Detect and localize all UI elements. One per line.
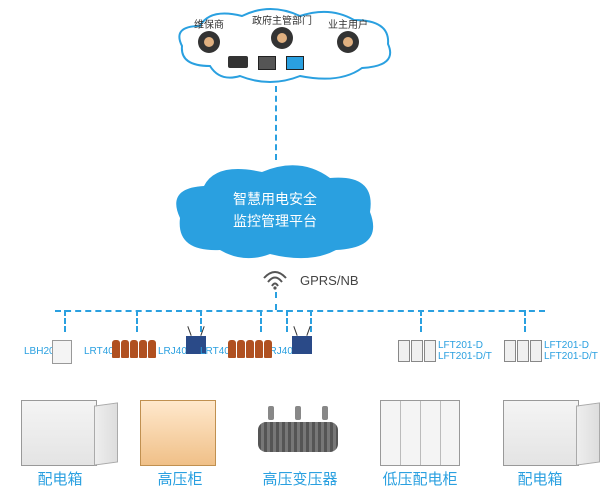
bus-drop <box>310 310 312 332</box>
lv-cabinet-caption: 低压配电柜 <box>370 468 470 489</box>
LRT401-icon <box>112 340 157 358</box>
bus-drop <box>260 310 262 332</box>
LFT201-D-icon <box>398 340 437 362</box>
lv-cabinet-body <box>380 400 460 466</box>
role-label: 维保商 <box>194 16 224 31</box>
distribution-box-1-caption: 配电箱 <box>10 468 110 489</box>
case-icon <box>258 56 276 70</box>
hv-cabinet <box>140 400 216 466</box>
link-top-to-cloud <box>275 86 277 160</box>
LRJ401-icon <box>292 336 312 354</box>
hv-transformer-body <box>258 404 338 466</box>
distribution-box-1 <box>21 400 97 466</box>
hv-transformer-caption: 高压变压器 <box>250 468 350 489</box>
platform-cloud-text: 智慧用电安全 监控管理平台 <box>170 188 380 232</box>
LFT201-D-icon <box>504 340 543 362</box>
hv-transformer <box>258 404 338 466</box>
bus-drop <box>420 310 422 332</box>
distribution-box-2-body <box>503 400 579 466</box>
bus-drop <box>286 310 288 332</box>
laptop-icon <box>228 56 248 68</box>
link-protocol-label: GPRS/NB <box>300 273 359 288</box>
role-government: 政府主管部门 <box>252 12 312 51</box>
device-bus <box>55 310 545 312</box>
bus-drop <box>136 310 138 332</box>
sensor-label: LFT201-DLFT201-D/T <box>438 340 492 362</box>
monitor-icon <box>286 56 304 70</box>
role-owner: 业主用户 <box>328 16 368 55</box>
distribution-box-2 <box>503 400 579 466</box>
bus-drop <box>524 310 526 332</box>
bus-drop <box>64 310 66 332</box>
lv-cabinet <box>380 400 460 466</box>
distribution-box-1-body <box>21 400 97 466</box>
stakeholder-cloud: 维保商 政府主管部门 业主用户 <box>170 6 400 86</box>
wireless-icon <box>262 270 288 290</box>
top-device-row <box>228 56 304 70</box>
role-label: 政府主管部门 <box>252 12 312 27</box>
owner-icon <box>337 31 359 53</box>
role-label: 业主用户 <box>328 16 368 31</box>
sensor-row: LBH201LRT401LRJ401LRJ401LRT401LFT201-DLF… <box>0 330 600 378</box>
LBH201-icon <box>52 340 72 364</box>
LRT401-icon <box>228 340 273 358</box>
role-maintainer: 维保商 <box>194 16 224 55</box>
hv-cabinet-caption: 高压柜 <box>130 468 230 489</box>
cloud-line1: 智慧用电安全 <box>170 188 380 210</box>
link-cloud-to-bus <box>275 292 277 310</box>
distribution-box-2-caption: 配电箱 <box>490 468 590 489</box>
cabinet-row <box>0 382 600 466</box>
worker-icon <box>198 31 220 53</box>
official-icon <box>271 27 293 49</box>
sensor-label: LFT201-DLFT201-D/T <box>544 340 598 362</box>
cloud-line2: 监控管理平台 <box>170 210 380 232</box>
caption-row: 配电箱高压柜高压变压器低压配电柜配电箱 <box>0 468 600 489</box>
hv-cabinet-body <box>140 400 216 466</box>
platform-cloud: 智慧用电安全 监控管理平台 <box>170 160 380 260</box>
